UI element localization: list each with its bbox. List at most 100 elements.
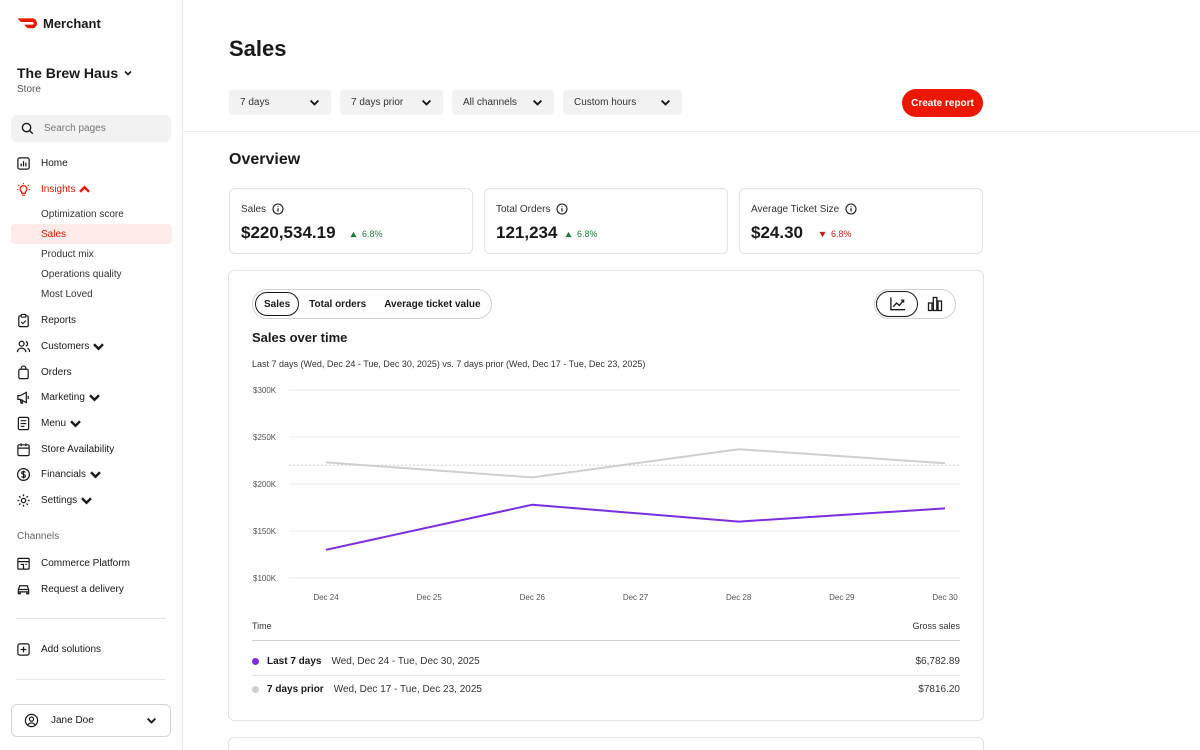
chevron-down-icon xyxy=(532,99,543,106)
tab-total-orders[interactable]: Total orders xyxy=(309,298,367,310)
chevron-down-icon xyxy=(146,717,157,724)
bar-chart-button[interactable] xyxy=(914,291,956,317)
table-rule xyxy=(252,640,960,641)
clipboard-icon xyxy=(18,313,29,327)
menu-book-icon xyxy=(17,416,30,430)
bag-icon xyxy=(18,364,29,379)
search-box[interactable] xyxy=(11,115,171,142)
row-label: 7 days prior xyxy=(267,683,324,695)
kpi-card-sales: Sales $220,534.19 6.8% xyxy=(229,188,473,254)
y-tick-label: $100K xyxy=(253,574,277,583)
create-report-button[interactable]: Create report xyxy=(902,89,983,117)
store-name: The Brew Haus xyxy=(17,65,119,81)
nav-home[interactable]: Home xyxy=(16,155,68,171)
table-rule xyxy=(252,675,960,676)
chart-title: Sales over time xyxy=(252,330,348,345)
nav-store-availability[interactable]: Store Availability xyxy=(16,441,114,457)
plus-square-icon xyxy=(17,642,30,656)
tab-average-ticket-value[interactable]: Average ticket value xyxy=(384,298,481,310)
header-divider xyxy=(183,131,1200,132)
table-row: 7 days prior Wed, Dec 17 - Tue, Dec 23, … xyxy=(252,679,960,699)
filter-hours[interactable]: Custom hours xyxy=(563,90,682,115)
nav-settings[interactable]: Settings xyxy=(16,492,94,508)
store-switcher[interactable]: The Brew Haus xyxy=(17,65,133,81)
tab-sales[interactable]: Sales xyxy=(255,292,300,316)
sub-most-loved[interactable]: Most Loved xyxy=(41,289,93,300)
nav-financials[interactable]: Financials xyxy=(16,466,103,482)
table-row: Last 7 days Wed, Dec 24 - Tue, Dec 30, 2… xyxy=(252,651,960,671)
kpi-value: 121,234 xyxy=(496,223,558,242)
sub-sales[interactable]: Sales xyxy=(41,229,67,240)
search-icon xyxy=(21,122,34,135)
next-card xyxy=(228,737,984,750)
y-tick-label: $250K xyxy=(253,433,277,442)
filter-channels-value: All channels xyxy=(463,97,517,108)
nav-customers[interactable]: Customers xyxy=(16,338,106,354)
nav-settings-label: Settings xyxy=(41,494,78,506)
sales-line-chart: $100K $150K $200K $250K $300K Dec 24 Dec 25 Dec… xyxy=(253,386,960,602)
filter-comparison-value: 7 days prior xyxy=(351,97,404,108)
nav-menu-label: Menu xyxy=(41,417,67,429)
nav-insights[interactable]: Insights xyxy=(16,181,92,197)
nav-request-delivery[interactable]: Request a delivery xyxy=(16,581,124,597)
row-value: $6,782.89 xyxy=(915,655,961,667)
nav-marketing[interactable]: Marketing xyxy=(16,389,102,405)
nav-commerce-platform[interactable]: Commerce Platform xyxy=(16,555,130,571)
sub-product-mix[interactable]: Product mix xyxy=(41,249,94,260)
x-tick-label: Dec 27 xyxy=(623,593,649,602)
gear-icon xyxy=(17,493,30,507)
triangle-down-icon xyxy=(819,231,826,237)
sub-operations-quality[interactable]: Operations quality xyxy=(41,269,122,280)
chevron-down-icon xyxy=(421,99,432,106)
search-input[interactable] xyxy=(44,123,154,134)
filter-channels[interactable]: All channels xyxy=(452,90,554,115)
series-line xyxy=(325,503,946,551)
store-type: Store xyxy=(17,84,41,95)
brand[interactable]: Merchant xyxy=(17,15,101,31)
row-range: Wed, Dec 17 - Tue, Dec 23, 2025 xyxy=(333,683,482,695)
chart-icon xyxy=(17,156,30,170)
nav-reports[interactable]: Reports xyxy=(16,312,76,328)
user-menu[interactable]: Jane Doe xyxy=(11,704,171,737)
triangle-up-icon xyxy=(350,231,357,237)
chevron-down-icon xyxy=(660,99,671,106)
info-icon[interactable] xyxy=(556,203,569,215)
kpi-label: Sales xyxy=(241,203,267,215)
col-time: Time xyxy=(252,621,272,631)
kpi-change-value: 6.8% xyxy=(831,229,852,239)
filter-hours-value: Custom hours xyxy=(574,97,637,108)
nav-menu[interactable]: Menu xyxy=(16,415,83,431)
y-tick-label: $300K xyxy=(253,386,277,395)
series-dot xyxy=(252,685,259,693)
kpi-label-row: Total Orders xyxy=(496,203,569,215)
x-tick-label: Dec 24 xyxy=(313,593,339,602)
filter-date-range[interactable]: 7 days xyxy=(229,90,331,115)
info-icon[interactable] xyxy=(845,203,857,215)
nav-financials-label: Financials xyxy=(41,468,87,480)
nav-store-availability-label: Store Availability xyxy=(41,443,115,455)
overview-heading: Overview xyxy=(229,151,301,168)
kpi-change: 6.8% xyxy=(819,229,852,239)
filter-comparison[interactable]: 7 days prior xyxy=(340,90,443,115)
chevron-down-icon xyxy=(93,342,105,350)
users-icon xyxy=(16,340,31,352)
nav-orders[interactable]: Orders xyxy=(16,364,72,380)
kpi-card-average-ticket: Average Ticket Size $24.30 6.8% xyxy=(739,188,983,254)
nav-request-delivery-label: Request a delivery xyxy=(41,583,124,595)
bar-chart-icon xyxy=(927,296,943,312)
sub-optimization-score[interactable]: Optimization score xyxy=(41,209,124,220)
x-tick-label: Dec 26 xyxy=(520,593,546,602)
nav-add-solutions[interactable]: Add solutions xyxy=(16,641,101,657)
kpi-change: 6.8% xyxy=(350,229,383,239)
kpi-label: Average Ticket Size xyxy=(751,203,840,215)
info-icon[interactable] xyxy=(272,203,284,215)
chart-subtitle: Last 7 days (Wed, Dec 24 - Tue, Dec 30, … xyxy=(252,359,646,369)
row-value: $7816.20 xyxy=(918,683,960,695)
chevron-down-icon xyxy=(89,393,100,401)
page-title: Sales xyxy=(229,36,287,61)
chevron-down-icon xyxy=(81,496,92,504)
chevron-down-icon xyxy=(309,99,320,106)
line-chart-button[interactable] xyxy=(876,291,918,317)
kpi-change-value: 6.8% xyxy=(362,229,383,239)
